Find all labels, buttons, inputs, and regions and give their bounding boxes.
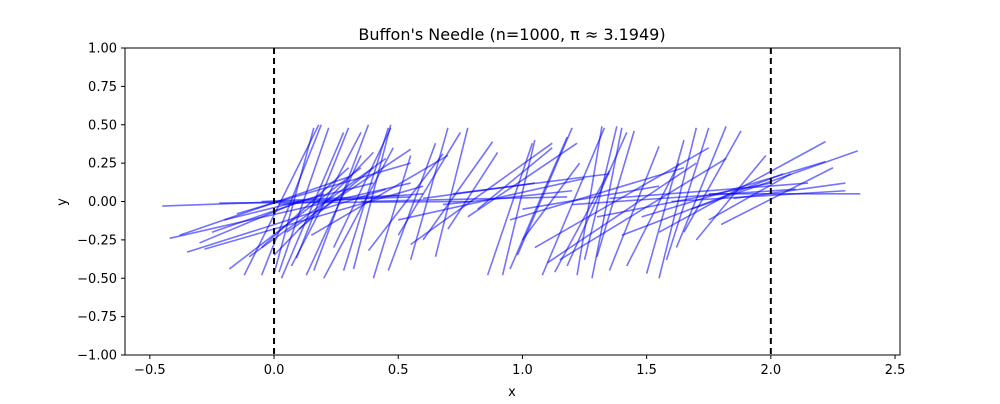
needle-line [442,189,573,206]
needle-line [683,130,742,233]
needle-line [387,142,437,271]
x-tick-label: 0.0 [264,363,285,378]
x-tick-label: −0.5 [134,363,166,378]
x-tick-label: 2.5 [885,363,906,378]
needle-line [352,124,392,270]
needle-line [422,141,494,241]
x-tick-label: 0.5 [388,363,409,378]
reference-lines-layer [273,48,772,355]
needle-line [591,127,623,279]
needle-line [243,124,320,276]
needle-line [260,124,322,276]
needle-line [501,139,536,276]
needle-line [691,150,859,210]
y-axis-label: y [55,198,70,206]
needle-line [360,196,568,203]
needle-line [665,127,710,261]
needle-line [658,127,698,279]
needle-line [410,142,553,246]
needle-line [708,173,792,221]
needle-line [576,126,603,276]
needle-line [169,182,411,240]
needle-line [695,154,767,241]
x-tick-label: 1.0 [512,363,533,378]
needle-line [671,189,846,203]
y-tick-label: 0.75 [88,80,117,95]
needle-line [546,162,697,264]
needle-line [273,127,315,274]
needle-line [372,155,412,279]
needle-line [280,132,345,279]
x-tick-label: 2.0 [760,363,781,378]
needle-line [409,127,449,261]
needle-line [486,142,534,276]
needles-layer [162,124,861,279]
y-tick-label: −0.75 [77,310,117,325]
y-tick-label: −0.50 [77,272,117,287]
needle-line [645,139,685,274]
needle-line [278,127,330,273]
needle-line [509,136,568,270]
needle-line [641,160,826,218]
needle-line [219,200,473,204]
needle-line [720,167,834,226]
y-tick-label: 1.00 [88,42,117,57]
needle-line [310,154,449,236]
y-tick-label: 0.25 [88,157,117,172]
needle-line [248,157,387,258]
needle-line [261,167,350,249]
x-axis-label: x [508,385,516,400]
needle-line [559,157,727,261]
y-tick-label: 0.00 [88,195,117,210]
needle-line [608,145,660,271]
chart-title: Buffon's Needle (n=1000, π ≈ 3.1949) [358,25,665,44]
needle-line [609,182,809,200]
needle-line [658,140,826,233]
y-tick-label: −1.00 [77,349,117,364]
needle-line [295,127,350,259]
needle-line [554,170,611,273]
needle-line [434,127,469,257]
needle-line [367,153,444,252]
needle-line [313,124,370,271]
needle-line [342,127,390,271]
needle-line [521,162,581,241]
needle-line [323,147,394,279]
needle-line [509,166,685,221]
x-tick-label: 1.5 [636,363,657,378]
needle-line [675,125,727,248]
axes-layer: −0.5 0.0 0.5 1.0 1.5 2.0 2.5 −1.00 −0.75 −0.50 −0.… [77,42,905,379]
needle-line [261,194,399,203]
y-tick-label: −0.25 [77,233,117,248]
y-tick-label: 0.50 [88,118,117,133]
